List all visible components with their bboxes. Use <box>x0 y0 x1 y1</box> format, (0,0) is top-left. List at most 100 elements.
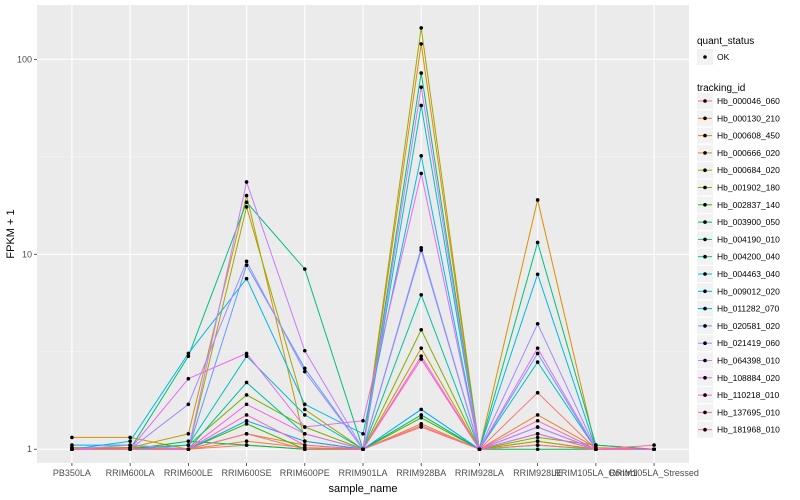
data-point <box>419 42 424 46</box>
legend-label: Hb_000608_450 <box>717 131 780 141</box>
x-tick-label: RRIM105LA_Stressed <box>609 468 699 478</box>
shape-legend-title: quant_status <box>697 36 754 47</box>
data-point <box>652 443 656 447</box>
data-point <box>244 193 249 198</box>
legend-label: Hb_000666_020 <box>717 148 780 158</box>
data-point <box>128 435 132 440</box>
data-point <box>244 422 249 426</box>
x-tick-label: RRIM105LA_Control <box>554 468 637 478</box>
data-point <box>302 413 307 417</box>
legend-label: Hb_000046_060 <box>717 96 780 106</box>
data-point <box>477 447 482 452</box>
data-point <box>535 198 540 202</box>
data-point <box>361 418 365 423</box>
legend-label: Hb_011282_070 <box>717 304 780 314</box>
data-point <box>419 26 424 30</box>
data-point <box>419 407 424 412</box>
legend-point-key <box>703 427 707 432</box>
x-tick-label: RRIM600PE <box>280 468 330 478</box>
data-point <box>361 447 365 452</box>
data-point <box>128 439 132 443</box>
data-point <box>361 432 365 436</box>
data-point <box>244 418 249 423</box>
color-legend-title: tracking_id <box>697 83 745 94</box>
y-tick-label: 10 <box>22 249 32 259</box>
data-point <box>244 180 249 184</box>
data-point <box>302 267 307 271</box>
data-point <box>302 366 307 371</box>
data-point <box>535 272 540 277</box>
data-point <box>535 360 540 364</box>
data-point <box>302 425 307 429</box>
data-point <box>186 402 191 407</box>
x-tick-label: RRIM901LA <box>338 468 387 478</box>
legend-point-key <box>703 358 707 363</box>
legend-point-key <box>703 220 707 224</box>
legend-point-key <box>703 393 707 397</box>
legend-label: Hb_001902_180 <box>717 183 780 193</box>
data-point <box>302 369 307 374</box>
data-point <box>186 439 191 443</box>
data-point <box>419 103 424 108</box>
data-point <box>128 447 132 452</box>
data-point <box>186 443 191 447</box>
data-point <box>244 413 249 417</box>
legend-label: Hb_000684_020 <box>717 165 780 175</box>
legend-label: Hb_004200_040 <box>717 252 780 262</box>
legend-point-key <box>703 133 707 138</box>
legend-point-key <box>703 99 707 103</box>
data-point <box>244 351 249 356</box>
data-point <box>244 443 249 447</box>
data-point <box>244 439 249 443</box>
data-point <box>419 245 424 250</box>
legend-label: Hb_004463_040 <box>717 269 780 279</box>
data-point <box>594 443 598 447</box>
data-point <box>302 432 307 436</box>
data-point <box>535 425 540 429</box>
data-point <box>244 259 249 264</box>
legend-label: Hb_020581_020 <box>717 321 780 331</box>
data-point <box>302 402 307 407</box>
legend-point-key <box>703 55 707 59</box>
legend-point-key <box>703 254 707 259</box>
x-tick-label: RRIM928BA <box>396 468 446 478</box>
data-point <box>302 447 307 452</box>
data-point <box>244 380 249 385</box>
data-point <box>419 292 424 297</box>
data-point <box>535 346 540 350</box>
legend-point-key <box>703 185 707 190</box>
data-point <box>186 447 191 452</box>
data-point <box>419 357 424 361</box>
x-axis-title: sample_name <box>328 483 397 495</box>
data-point <box>244 276 249 281</box>
data-point <box>186 376 191 381</box>
legend-point-key <box>703 341 707 346</box>
data-point <box>535 418 540 423</box>
data-point <box>652 447 656 452</box>
legend-point-key <box>703 410 707 415</box>
legend-label: Hb_108884_020 <box>717 373 780 383</box>
x-tick-label: RRIM600LE <box>164 468 213 478</box>
data-point <box>244 402 249 407</box>
legend-point-key <box>703 324 707 328</box>
data-point <box>594 447 598 452</box>
data-point <box>244 200 249 205</box>
legend-label: Hb_064398_010 <box>717 356 780 366</box>
data-point <box>535 240 540 245</box>
data-point <box>70 447 74 452</box>
data-point <box>302 348 307 353</box>
legend-point-key <box>703 203 707 207</box>
x-tick-label: RRIM600LA <box>106 468 155 478</box>
data-point <box>535 439 540 443</box>
x-tick-label: PB350LA <box>53 468 91 478</box>
data-point <box>244 263 249 267</box>
data-point <box>302 439 307 443</box>
axes: 1 10 100 PB350LA RRIM600LA RRIM600LE RRIM600SE… <box>17 54 699 478</box>
legend-label: Hb_002837_140 <box>717 200 780 210</box>
legend: quant_status tracking_id OK Hb_000046_060… <box>697 36 780 438</box>
legend-point-key <box>703 237 707 242</box>
data-point <box>244 205 249 209</box>
data-point <box>419 154 424 158</box>
data-point <box>419 354 424 359</box>
